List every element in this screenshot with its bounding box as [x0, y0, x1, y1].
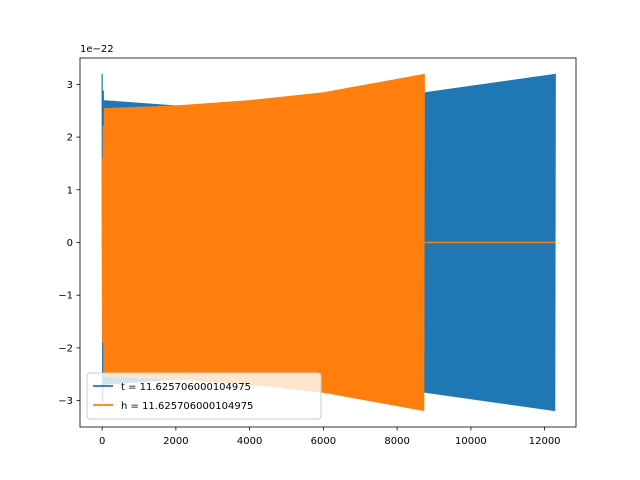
legend: t = 11.625706000104975 h = 11.62570600010… — [86, 372, 322, 420]
y-tick-label: 1 — [67, 185, 73, 196]
y-axis-ticks: −3 −2 −1 0 1 2 3 — [58, 80, 80, 407]
x-tick-label: 6000 — [311, 436, 336, 447]
x-tick-label: 12000 — [529, 436, 561, 447]
x-tick-label: 4000 — [237, 436, 262, 447]
y-tick-label: 2 — [67, 133, 73, 144]
x-tick-label: 8000 — [384, 436, 409, 447]
series-line-h — [101, 73, 425, 411]
x-tick-label: 0 — [99, 436, 105, 447]
legend-label: h = 11.625706000104975 — [121, 401, 253, 412]
y-axis-offset-label: 1e−22 — [80, 44, 114, 55]
x-axis-ticks: 0 2000 4000 6000 8000 10000 12000 — [99, 427, 561, 447]
legend-box — [86, 372, 322, 420]
x-tick-label: 10000 — [455, 436, 487, 447]
series-layer — [101, 73, 556, 412]
x-tick-label: 2000 — [163, 436, 188, 447]
y-tick-label: −3 — [58, 396, 73, 407]
y-tick-label: −2 — [58, 343, 73, 354]
y-tick-label: −1 — [58, 291, 73, 302]
y-tick-label: 3 — [67, 80, 73, 91]
legend-label: t = 11.625706000104975 — [121, 382, 251, 393]
y-tick-label: 0 — [67, 238, 73, 249]
